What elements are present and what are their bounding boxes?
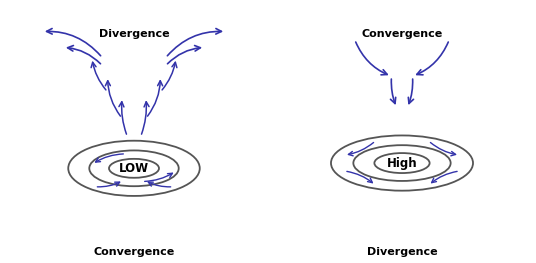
Text: LOW: LOW [119, 162, 149, 175]
Text: Divergence: Divergence [367, 247, 437, 257]
Text: Convergence: Convergence [93, 247, 175, 257]
Text: High: High [386, 156, 418, 170]
Text: Divergence: Divergence [99, 29, 169, 39]
Text: Convergence: Convergence [361, 29, 443, 39]
